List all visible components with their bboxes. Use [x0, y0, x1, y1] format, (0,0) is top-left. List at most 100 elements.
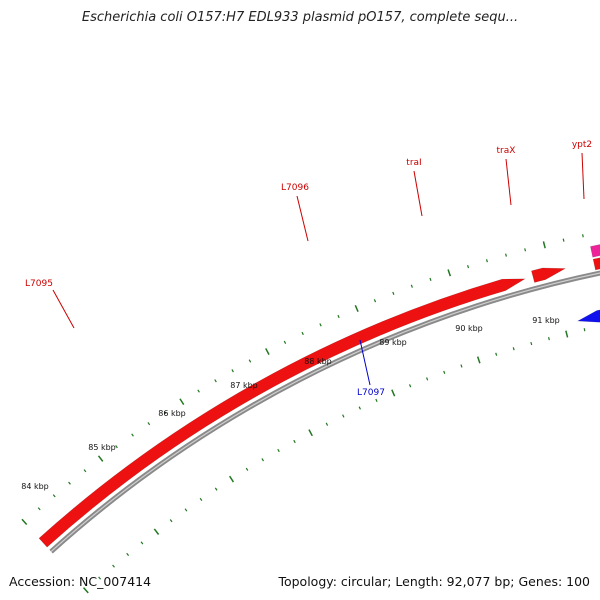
leader-line-l7097 — [359, 339, 371, 386]
tick-mark — [408, 384, 412, 388]
gene-label-trax[interactable]: traX — [497, 146, 516, 156]
tick-mark — [391, 389, 396, 397]
tick-mark — [68, 481, 71, 485]
tick-mark — [147, 422, 151, 426]
tick-mark — [565, 330, 569, 338]
tick-mark — [392, 291, 395, 295]
ruler-label-84kbp: 84 kbp — [21, 482, 49, 491]
inner-tick-marks — [82, 328, 586, 594]
tick-mark — [283, 340, 287, 344]
tick-mark — [325, 422, 329, 426]
map-title: Escherichia coli O157:H7 EDL933 plasmid … — [81, 10, 519, 25]
tick-mark — [342, 414, 345, 418]
gene-label-l7097[interactable]: L7097 — [357, 388, 385, 398]
tick-mark — [140, 541, 144, 545]
tick-mark — [443, 370, 446, 374]
tick-mark — [354, 304, 359, 313]
gene-labels: L7095 L7096 traI traX ypt2 L7097 — [25, 140, 592, 398]
topology-summary: Topology: circular; Length: 92,077 bp; G… — [278, 574, 590, 589]
tick-mark — [562, 238, 565, 242]
tick-mark — [153, 528, 160, 535]
gene-label-ypt2[interactable]: ypt2 — [572, 140, 592, 150]
leader-line-trai — [413, 170, 423, 217]
tick-mark — [319, 323, 322, 327]
gene-trai[interactable] — [592, 243, 600, 271]
tick-mark — [495, 352, 498, 356]
tick-mark — [199, 497, 203, 501]
ruler-labels: 84 kbp 85 kbp 86 kbp 87 kbp 88 kbp 89 kb… — [21, 316, 560, 491]
gene-label-trai[interactable]: traI — [406, 158, 421, 168]
tick-mark — [82, 587, 89, 594]
accession-text: Accession: NC_007414 — [9, 574, 152, 589]
tick-mark — [115, 445, 118, 449]
tick-mark — [214, 379, 217, 383]
tick-mark — [126, 552, 130, 556]
tick-mark — [524, 248, 527, 252]
tick-mark — [308, 429, 313, 437]
tick-mark — [582, 234, 584, 238]
label-leader-lines — [52, 152, 585, 386]
tick-mark — [375, 398, 378, 402]
tick-mark — [485, 259, 488, 263]
leader-line-ypt2 — [581, 152, 585, 200]
tick-mark — [112, 564, 115, 568]
ruler-label-90kbp: 90 kbp — [455, 324, 483, 333]
tick-mark — [52, 494, 56, 498]
tick-mark — [447, 269, 452, 277]
tick-mark — [197, 389, 200, 393]
tick-mark — [426, 377, 429, 381]
tick-mark — [337, 314, 340, 319]
tick-mark — [97, 455, 104, 462]
tick-mark — [530, 341, 533, 346]
ruler-label-86kbp: 86 kbp — [158, 409, 186, 418]
tick-mark — [231, 369, 234, 373]
ruler-label-85kbp: 85 kbp — [88, 443, 116, 452]
tick-mark — [83, 469, 87, 473]
tick-mark — [410, 284, 413, 288]
tick-mark — [542, 241, 546, 249]
tick-mark — [98, 576, 102, 580]
ruler-label-89kbp: 89 kbp — [379, 338, 407, 347]
tick-mark — [37, 507, 41, 511]
tick-mark — [169, 519, 173, 523]
ruler-label-88kbp: 88 kbp — [304, 357, 332, 366]
tick-mark — [547, 337, 550, 341]
tick-mark — [261, 458, 264, 462]
ruler-label-87kbp: 87 kbp — [230, 381, 258, 390]
tick-mark — [21, 518, 28, 525]
tick-mark — [245, 467, 249, 471]
tick-mark — [583, 328, 586, 332]
tick-mark — [467, 265, 470, 269]
tick-mark — [301, 331, 304, 336]
gene-label-l7096[interactable]: L7096 — [281, 183, 309, 193]
gene-l7096[interactable] — [531, 267, 567, 283]
tick-mark — [184, 508, 188, 512]
tick-mark — [512, 347, 515, 351]
tick-mark — [214, 487, 218, 491]
ruler-label-91kbp: 91 kbp — [532, 316, 560, 325]
tick-mark — [265, 348, 270, 355]
plasmid-backbone — [49, 270, 600, 554]
gene-trax[interactable] — [590, 228, 600, 258]
leader-line-trax — [505, 158, 512, 206]
gene-l7095[interactable] — [38, 278, 527, 548]
tick-mark — [293, 439, 296, 444]
tick-mark — [505, 253, 507, 257]
tick-mark — [163, 410, 167, 415]
tick-mark — [476, 356, 481, 364]
gene-l7097[interactable] — [576, 307, 600, 323]
gene-features — [38, 228, 600, 548]
tick-mark — [460, 364, 463, 368]
tick-mark — [131, 433, 134, 437]
tick-mark — [277, 448, 280, 453]
outer-tick-marks — [21, 234, 584, 525]
tick-mark — [358, 406, 361, 410]
tick-mark — [429, 277, 432, 281]
tick-mark — [248, 359, 252, 363]
leader-line-l7096 — [296, 195, 309, 242]
tick-mark — [229, 475, 235, 483]
tick-mark — [179, 398, 185, 406]
tick-mark — [373, 299, 377, 303]
gene-label-l7095[interactable]: L7095 — [25, 279, 53, 289]
